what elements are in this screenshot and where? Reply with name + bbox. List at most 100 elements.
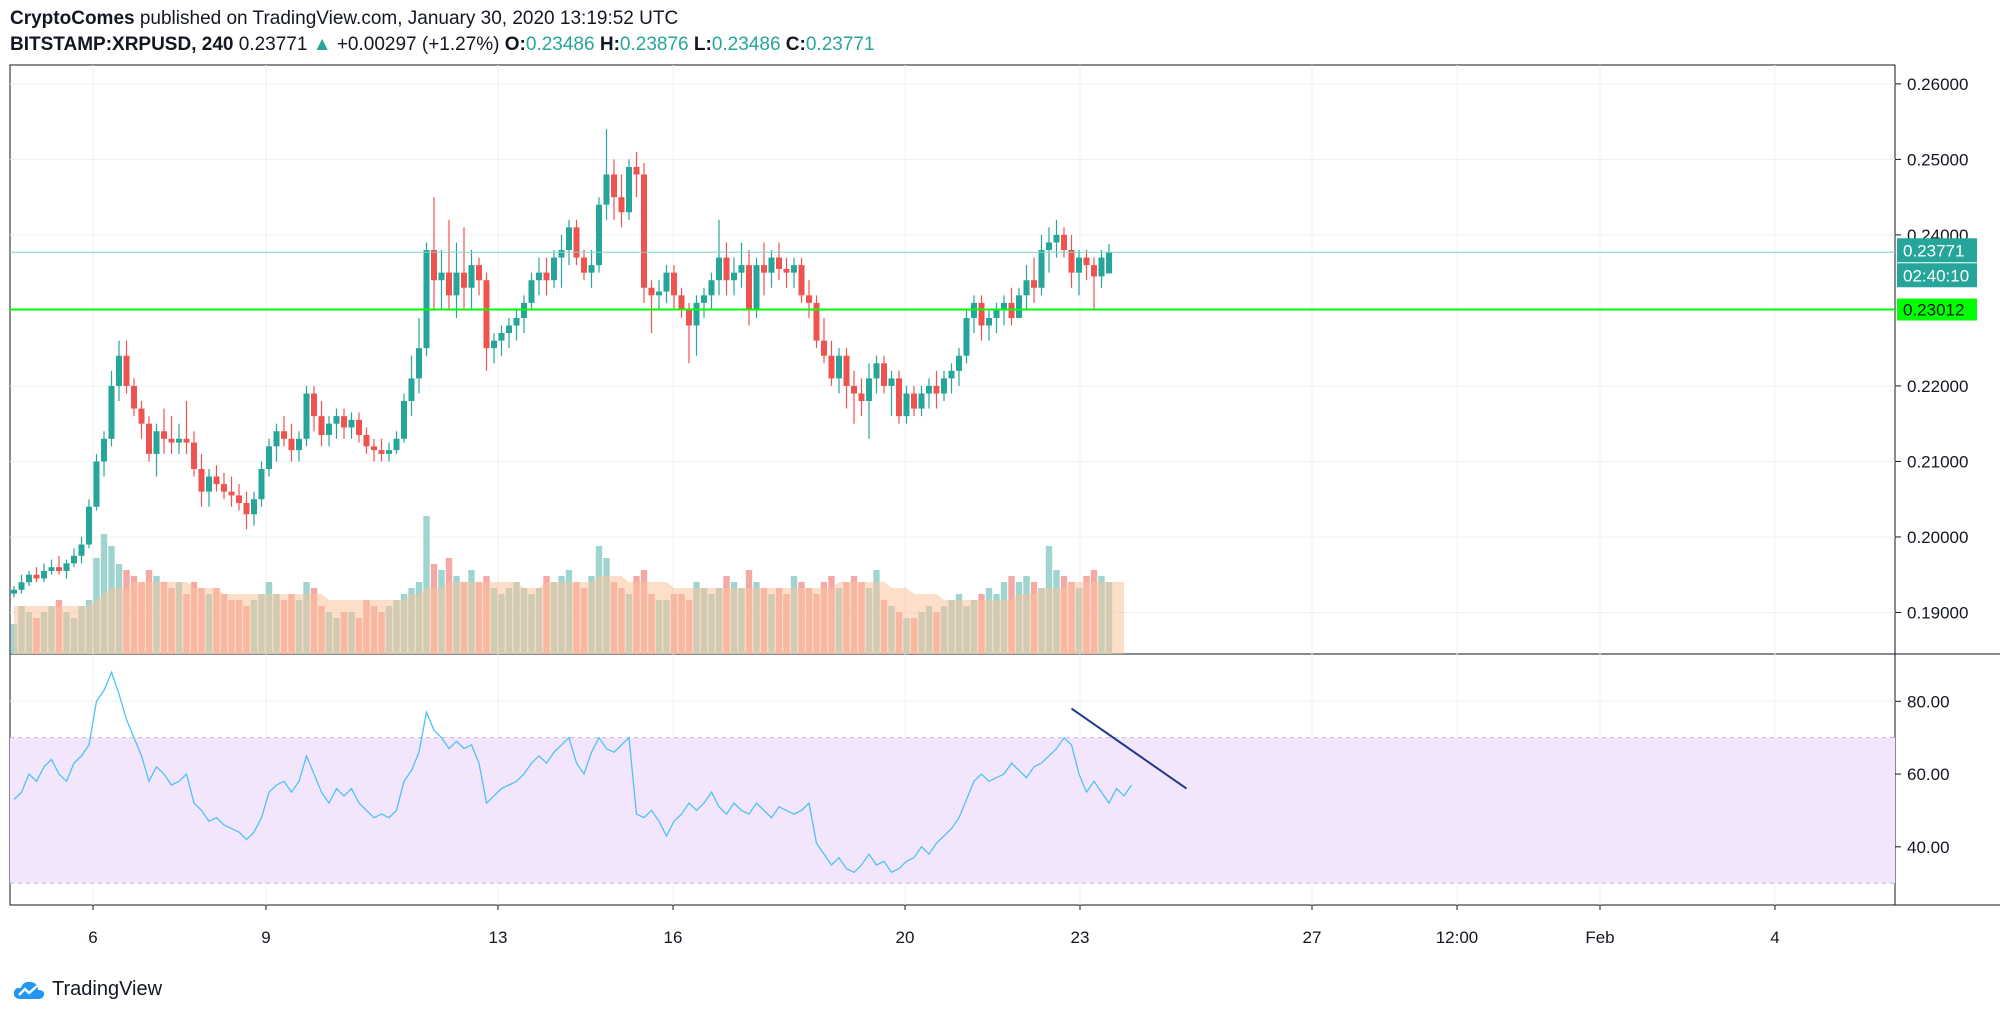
candle <box>783 257 790 288</box>
time-tick-label: 20 <box>896 928 915 947</box>
candle <box>828 340 835 386</box>
candle <box>393 431 400 454</box>
candle-body <box>956 355 962 371</box>
candle-body <box>288 438 295 451</box>
candle <box>86 499 92 549</box>
candle <box>603 129 610 220</box>
tradingview-logo[interactable]: TradingView <box>12 978 162 1001</box>
candle-body <box>791 265 797 273</box>
candle <box>731 257 737 296</box>
candle-body <box>386 450 392 454</box>
candle <box>806 280 812 318</box>
close-label: C: <box>785 34 806 55</box>
candle-body <box>18 582 25 590</box>
candle <box>678 287 685 318</box>
chart-canvas[interactable]: 0.260000.250000.240000.220000.210000.200… <box>0 0 2000 970</box>
candle-body <box>48 567 55 571</box>
symbol-label[interactable]: BITSTAMP:XRPUSD, 240 <box>10 34 234 55</box>
candle-body <box>363 435 370 447</box>
candle-body <box>311 393 317 417</box>
candle <box>311 385 317 432</box>
candle-body <box>978 302 985 326</box>
candle <box>363 427 370 454</box>
candle <box>528 272 535 311</box>
time-tick-label: 9 <box>261 928 270 947</box>
candle <box>746 250 752 326</box>
candle <box>101 431 107 477</box>
candle <box>1076 250 1082 296</box>
candle <box>48 559 55 575</box>
candle <box>213 465 220 492</box>
candle <box>761 242 767 296</box>
candle-body <box>71 555 77 564</box>
candle <box>663 265 670 303</box>
candle <box>146 416 152 462</box>
candle <box>288 423 295 462</box>
candle-body <box>776 257 782 269</box>
candle-body <box>596 204 602 266</box>
published-text: published on TradingView.com, January 30… <box>139 8 679 29</box>
candle <box>903 385 910 424</box>
candle <box>438 250 445 311</box>
candle <box>401 393 407 443</box>
rsi-tick-label: 60.00 <box>1907 765 1950 784</box>
candle-body <box>228 491 235 496</box>
candle-body <box>566 227 572 251</box>
candle-body <box>663 272 670 292</box>
candle <box>993 302 1000 334</box>
candle <box>536 257 542 296</box>
candle <box>1098 250 1105 288</box>
author-name[interactable]: CryptoComes <box>10 8 135 29</box>
candle-body <box>33 574 40 579</box>
candle-body <box>671 272 677 296</box>
candle-body <box>656 291 662 296</box>
candle-body <box>888 378 895 386</box>
candle-body <box>986 317 992 326</box>
rsi-tick-label: 80.00 <box>1907 692 1950 711</box>
candle <box>948 363 955 394</box>
candle-body <box>371 446 377 451</box>
candle <box>723 242 730 296</box>
candle <box>648 280 655 334</box>
candle <box>1083 250 1090 281</box>
candle-body <box>701 295 707 303</box>
candle <box>543 257 550 296</box>
candle-body <box>161 431 167 439</box>
open-value: 0.23486 <box>525 34 595 55</box>
candle-body <box>798 265 805 296</box>
candle <box>963 310 970 364</box>
candle-body <box>401 401 407 439</box>
candle-body <box>648 287 655 296</box>
candle-body <box>273 431 280 447</box>
candle-body <box>491 340 497 349</box>
change-text: +0.00297 (+1.27%) <box>336 34 500 55</box>
candle-body <box>1016 295 1022 318</box>
candle <box>56 555 62 575</box>
candle-body <box>1083 257 1090 266</box>
candle <box>191 431 197 477</box>
candle <box>798 257 805 303</box>
candle <box>521 295 527 334</box>
candle <box>506 317 512 349</box>
time-tick-label: 12:00 <box>1436 928 1479 947</box>
candle <box>626 159 632 220</box>
support-line-label: 0.23012 <box>1903 301 1964 320</box>
candle-body <box>768 257 775 273</box>
candle <box>378 438 385 462</box>
price-tick-label: 0.20000 <box>1907 528 1968 547</box>
candle <box>296 431 302 462</box>
candle-body <box>948 370 955 379</box>
time-tick-label: 16 <box>664 928 683 947</box>
candle-body <box>408 378 415 402</box>
candle-body <box>611 174 617 198</box>
candle <box>41 563 47 583</box>
candle <box>581 250 587 281</box>
candle <box>551 250 557 288</box>
candle <box>498 325 505 356</box>
candle-body <box>131 385 137 409</box>
candle <box>776 242 782 281</box>
candle <box>138 401 145 439</box>
candle <box>153 423 160 477</box>
candle <box>78 536 85 564</box>
candle-body <box>1091 265 1097 277</box>
